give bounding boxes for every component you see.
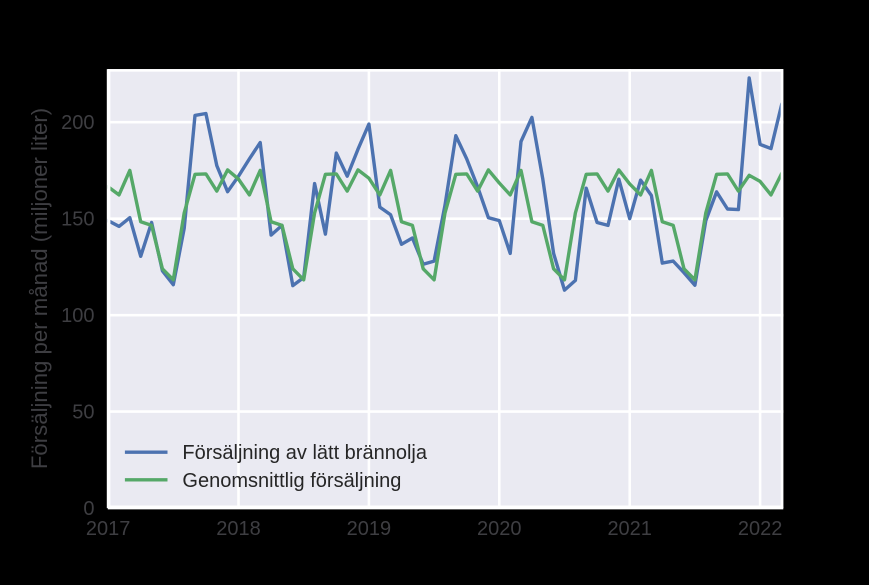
svg-text:100: 100 [61,305,94,327]
svg-text:200: 200 [61,112,94,134]
svg-text:2022: 2022 [738,518,783,540]
svg-text:2019: 2019 [347,518,392,540]
svg-text:2021: 2021 [607,518,652,540]
svg-text:Försäljning per månad (miljone: Försäljning per månad (miljoner liter) [27,108,52,469]
svg-text:0: 0 [83,498,94,520]
svg-text:50: 50 [72,402,94,424]
svg-text:2020: 2020 [477,518,522,540]
svg-text:Försäljning av lätt brännolja: Försäljning av lätt brännolja [182,442,427,464]
svg-text:150: 150 [61,209,94,231]
svg-text:2018: 2018 [216,518,261,540]
svg-text:2017: 2017 [86,518,131,540]
svg-text:Genomsnittlig försäljning: Genomsnittlig försäljning [182,470,401,492]
